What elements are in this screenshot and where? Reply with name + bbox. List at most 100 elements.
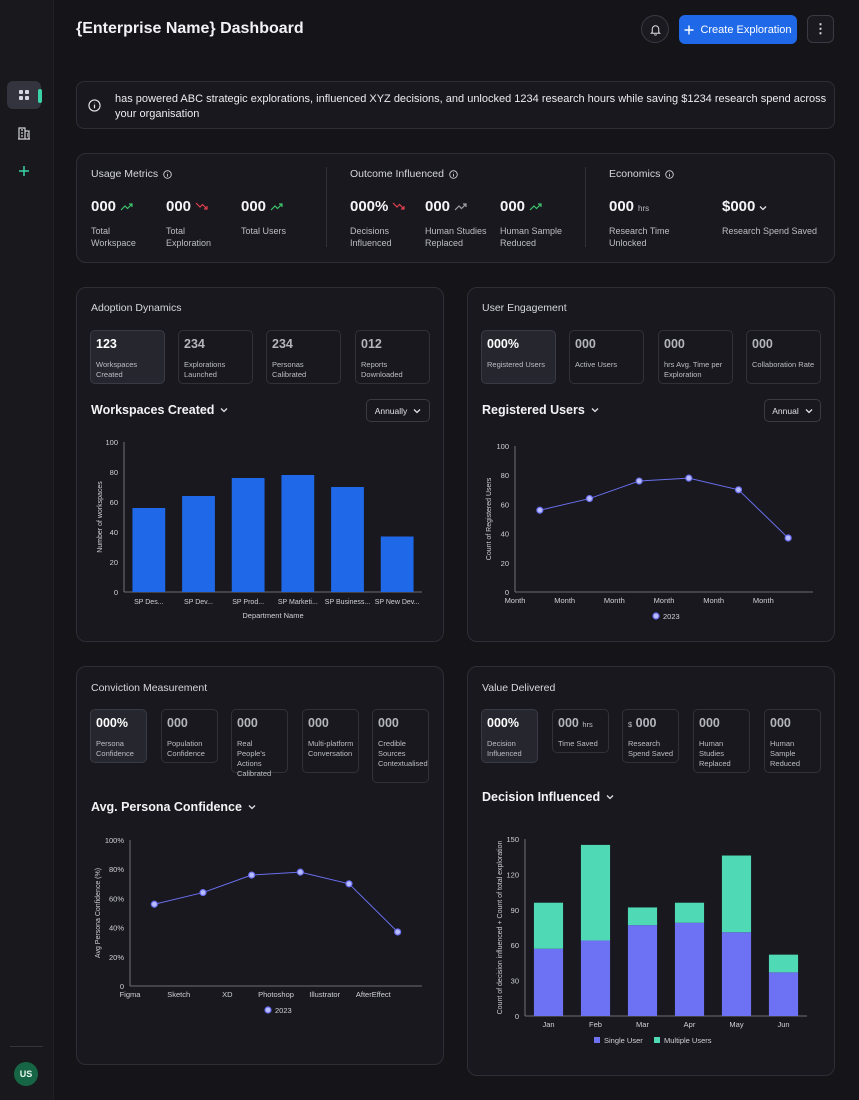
banner-text: has powered ABC strategic explorations, … (115, 93, 827, 120)
stat-time-saved[interactable]: 000 hrs Time Saved (552, 709, 609, 753)
notifications-button[interactable] (641, 15, 669, 43)
data-point (345, 880, 353, 888)
research-spend-value[interactable]: $000 (722, 198, 767, 215)
data-point (784, 534, 792, 542)
stat-multi-platform[interactable]: 000 Multi-platform Conversation (302, 709, 359, 773)
x-tick-label: Month (654, 596, 675, 605)
stat-credible-sources[interactable]: 000 Credible Sources Contextualised (372, 709, 429, 783)
stat-human-studies-replaced[interactable]: 000 Human Studies Replaced (693, 709, 750, 773)
usage-metrics-title: Usage Metrics (91, 168, 172, 180)
stat-avg-time[interactable]: 000 hrs Avg. Time per Exploration (658, 330, 733, 384)
y-tick-label: 20 (501, 559, 509, 568)
building-icon (18, 127, 30, 140)
period-select[interactable]: Annual (764, 399, 821, 422)
stat-persona-confidence[interactable]: 000% Persona Confidence (90, 709, 147, 763)
stat-explorations-launched[interactable]: 234 Explorations Launched (178, 330, 253, 384)
bar-segment (768, 954, 799, 973)
y-tick-label: 60% (109, 894, 124, 903)
info-icon[interactable] (665, 169, 675, 179)
data-point (635, 477, 643, 485)
y-tick-label: 0 (114, 588, 118, 597)
page-title: {Enterprise Name} Dashboard (76, 20, 304, 37)
chart-title-label: Decision Influenced (482, 790, 601, 804)
y-tick-label: 80 (501, 471, 509, 480)
stat-label: Explorations Launched (184, 360, 226, 379)
divider (585, 167, 586, 247)
stat-value: 000 (237, 716, 258, 730)
data-point (685, 474, 693, 482)
period-select-value: Annual (772, 405, 799, 416)
persona-confidence-chart-title[interactable]: Avg. Persona Confidence (91, 800, 256, 814)
legend-label: Single User (604, 1036, 643, 1045)
total-workspace-value: 000 (91, 198, 133, 215)
info-icon[interactable] (163, 169, 172, 179)
stat-active-users[interactable]: 000 Active Users (569, 330, 644, 384)
info-icon[interactable] (449, 169, 458, 179)
stat-workspaces-created[interactable]: 123 Workspaces Created (90, 330, 165, 384)
conviction-measurement-title: Conviction Measurement (91, 682, 208, 694)
period-select[interactable]: Annually (366, 399, 430, 422)
trend-down-icon (392, 202, 405, 210)
stat-label: Personas Calibrated (272, 360, 307, 379)
plus-icon (19, 166, 29, 176)
sidebar-item-enterprise[interactable] (7, 119, 41, 147)
stat-value: 000 (378, 716, 399, 730)
economics-title: Economics (609, 168, 675, 180)
stat-research-spend-saved[interactable]: $ 000 Research Spend Saved (622, 709, 679, 763)
workspaces-chart-title[interactable]: Workspaces Created (91, 403, 228, 417)
bar-segment (674, 902, 705, 923)
persona-confidence-line-chart: 0 20% 40% 60% 80% 100% Avg Persona Confidence … (95, 836, 422, 1015)
sidebar-item-add[interactable] (7, 157, 41, 185)
stat-real-people-actions[interactable]: 000 Real People's Actions Calibrated (231, 709, 288, 778)
stat-value: 123 (96, 337, 117, 351)
stat-personas-calibrated[interactable]: 234 Personas Calibrated (266, 330, 341, 384)
stat-population-confidence[interactable]: 000 Population Confidence (161, 709, 218, 763)
human-studies-replaced-label: Human Studies Replaced (425, 226, 487, 248)
x-axis-label: Department Name (242, 611, 303, 620)
x-tick-label: Month (604, 596, 625, 605)
chevron-down-icon (805, 408, 813, 413)
y-tick-label: 0 (120, 982, 124, 991)
stat-value: 012 (361, 337, 382, 351)
stat-label: Real People's Actions Calibrated (237, 739, 272, 778)
period-select-value: Annually (374, 405, 408, 416)
registered-users-chart-title[interactable]: Registered Users (482, 403, 599, 417)
adoption-dynamics-title: Adoption Dynamics (91, 302, 182, 314)
stat-label: hrs Avg. Time per Exploration (664, 360, 723, 379)
y-tick-label: 80 (110, 468, 118, 477)
stat-reports-downloaded[interactable]: 012 Reports Downloaded (355, 330, 430, 384)
x-tick-label: SP New Dev... (375, 599, 420, 606)
y-tick-label: 60 (511, 941, 519, 950)
y-tick-label: 120 (506, 870, 519, 879)
x-tick-label: SP Dev... (184, 599, 213, 606)
info-icon (88, 99, 101, 112)
create-exploration-button[interactable]: Create Exploration (679, 15, 797, 44)
stat-collaboration-rate[interactable]: 000 Collaboration Rate (746, 330, 821, 384)
trend-down-icon (195, 202, 208, 210)
avatar[interactable]: US (14, 1062, 38, 1086)
stat-label: Research Spend Saved (628, 739, 674, 758)
decision-influenced-chart-title[interactable]: Decision Influenced (482, 790, 614, 804)
stat-label: Workspaces Created (96, 360, 138, 379)
more-options-button[interactable]: ⋮ (807, 15, 834, 43)
stat-label: Active Users (575, 360, 618, 369)
data-point (734, 486, 743, 494)
y-tick-label: 20% (109, 953, 124, 962)
total-users-label: Total Users (241, 226, 287, 236)
data-point (585, 494, 594, 503)
research-time-value: 000 hrs (609, 198, 649, 215)
stat-registered-users[interactable]: 000% Registered Users (481, 330, 556, 384)
x-tick-label: XD (222, 990, 233, 999)
sidebar-item-dashboard[interactable] (7, 81, 41, 109)
stat-decision-influenced[interactable]: 000% Decision Influenced (481, 709, 538, 763)
chart-title-label: Registered Users (482, 403, 585, 417)
bar-segment (580, 940, 611, 1016)
stat-human-sample-reduced[interactable]: 000 Human Sample Reduced (764, 709, 821, 773)
trend-up-icon (120, 203, 133, 211)
stat-label: Human Sample Reduced (770, 739, 801, 768)
chevron-down-icon (220, 408, 228, 413)
y-tick-label: 90 (511, 906, 519, 915)
bar (331, 487, 364, 592)
outcome-influenced-label: Outcome Influenced (350, 168, 444, 180)
stat-value: 234 (184, 337, 205, 351)
